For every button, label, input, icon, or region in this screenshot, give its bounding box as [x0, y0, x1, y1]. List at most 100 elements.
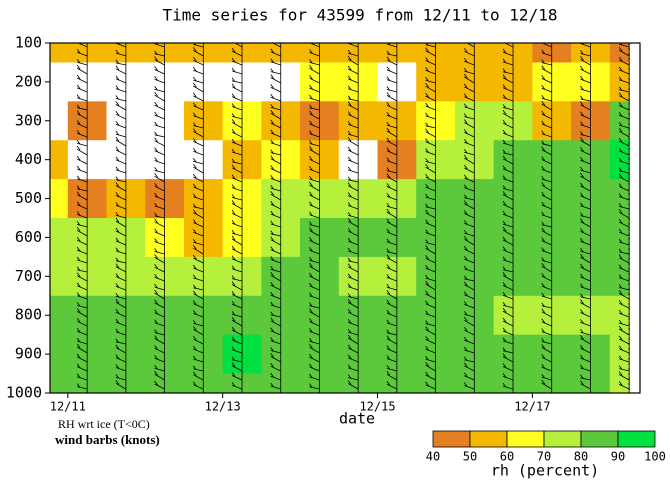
barb — [580, 293, 591, 300]
barb — [463, 93, 475, 102]
barb — [231, 291, 243, 300]
barb — [115, 227, 127, 237]
barb — [192, 138, 204, 147]
barb — [192, 290, 204, 300]
barb — [270, 372, 281, 381]
barb — [347, 192, 359, 201]
barb — [270, 139, 281, 147]
barb — [309, 211, 320, 219]
barb — [154, 212, 165, 219]
barb — [580, 364, 591, 372]
barb — [618, 345, 630, 354]
barb — [38, 211, 48, 218]
barb — [154, 289, 165, 300]
colorbar-box — [506, 430, 545, 448]
barb — [618, 157, 630, 165]
barb — [463, 113, 475, 120]
barb — [541, 328, 552, 336]
barb — [463, 67, 475, 75]
barb — [231, 77, 243, 84]
barb — [154, 66, 165, 75]
barb — [192, 345, 204, 354]
barb — [115, 49, 126, 57]
barb — [270, 155, 281, 165]
barb — [463, 200, 475, 210]
barb — [270, 246, 281, 255]
barb — [231, 164, 243, 174]
barb — [541, 49, 552, 57]
barb — [154, 192, 165, 201]
barb — [347, 237, 359, 246]
barb — [541, 373, 552, 381]
barb — [425, 82, 436, 93]
barb — [541, 379, 552, 390]
barb — [115, 202, 127, 210]
barb — [463, 245, 475, 255]
barb — [347, 75, 359, 84]
barb — [154, 283, 165, 291]
barb — [115, 59, 126, 66]
barb — [618, 355, 630, 363]
barb — [309, 256, 320, 264]
barb — [386, 193, 398, 201]
barb — [192, 82, 204, 93]
barb — [502, 236, 514, 246]
barb — [425, 183, 436, 192]
barb — [386, 345, 398, 354]
barb — [580, 137, 591, 147]
barb — [618, 228, 630, 237]
barb — [192, 355, 204, 363]
barb — [76, 302, 88, 309]
colorbar-box — [543, 430, 582, 448]
barb — [231, 316, 243, 327]
barb — [618, 76, 630, 84]
barb — [463, 164, 475, 174]
barb — [541, 282, 552, 291]
barb — [425, 280, 436, 291]
barb — [115, 146, 127, 156]
barb — [425, 381, 436, 390]
barb — [425, 320, 436, 327]
barb — [503, 43, 514, 48]
barb — [463, 265, 475, 273]
barb — [425, 47, 436, 57]
barb — [541, 201, 552, 210]
barb — [463, 311, 475, 318]
barb — [309, 363, 320, 372]
barb — [231, 235, 243, 246]
barb — [192, 112, 204, 120]
barb — [502, 210, 514, 219]
barb — [347, 328, 359, 336]
barb — [309, 308, 320, 318]
barb — [386, 380, 398, 390]
barb — [192, 183, 204, 192]
barb — [463, 73, 475, 84]
barb — [192, 371, 204, 381]
barb — [502, 74, 514, 84]
barb — [76, 353, 88, 363]
barb — [541, 344, 552, 354]
barb — [463, 235, 475, 246]
barb — [386, 147, 398, 156]
barb — [115, 101, 127, 111]
barb — [541, 227, 552, 237]
barb — [618, 209, 630, 219]
barb — [502, 301, 514, 309]
barb — [115, 328, 126, 336]
barb — [154, 238, 165, 246]
barb — [386, 289, 398, 300]
colorbar-box — [469, 430, 508, 448]
barb — [618, 238, 630, 246]
barb — [618, 254, 630, 264]
barb — [463, 301, 475, 309]
barb — [425, 128, 436, 138]
barb — [502, 373, 514, 381]
barb — [580, 182, 591, 192]
barb — [386, 254, 398, 264]
barb — [115, 354, 127, 363]
y-tick-label: 600 — [15, 228, 42, 246]
barb — [154, 131, 165, 138]
barb — [76, 58, 88, 66]
barb — [309, 383, 320, 390]
barb — [231, 281, 243, 291]
